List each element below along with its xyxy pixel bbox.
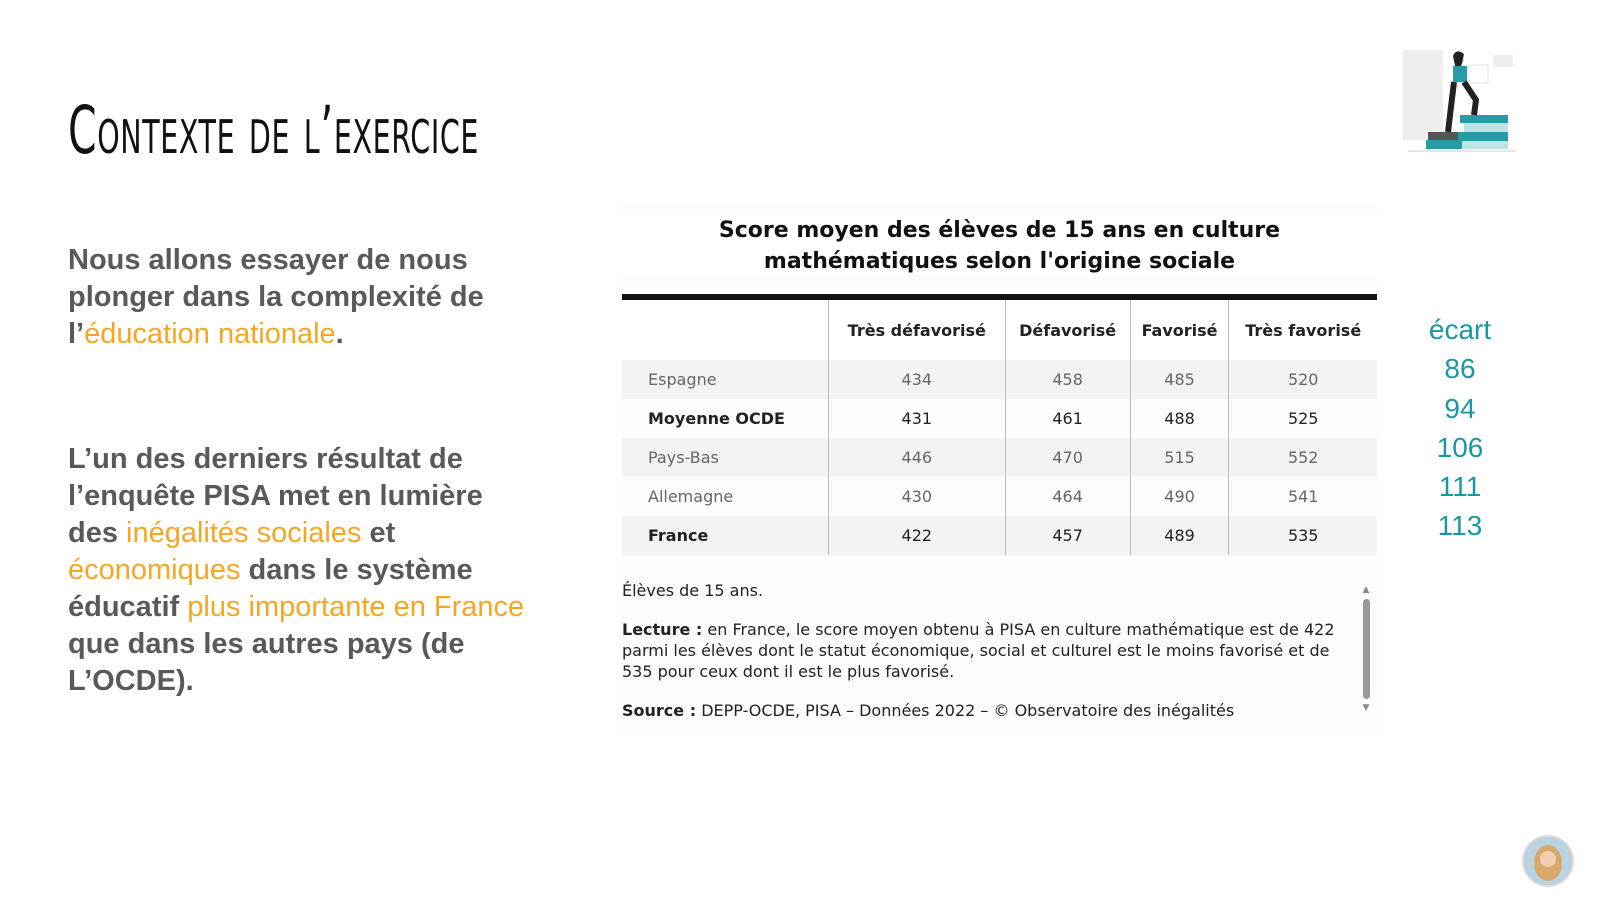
- table-row: Pays-Bas 446 470 515 552: [622, 438, 1377, 477]
- source-label: Source :: [622, 701, 697, 720]
- lecture-label: Lecture :: [622, 620, 703, 639]
- table-header: Très défavorisé Défavorisé Favorisé Très fa…: [622, 300, 1377, 360]
- ecart-value: 106: [1436, 431, 1484, 463]
- score-cell: 446: [828, 438, 1006, 477]
- finding-text: que dans les autres pays (de L’OCDE).: [68, 628, 465, 697]
- scores-table: Très défavorisé Défavorisé Favorisé Très fa…: [622, 300, 1377, 555]
- row-label: Espagne: [622, 360, 829, 399]
- column-header: Très favorisé: [1228, 300, 1377, 360]
- student-on-books-illustration: [1403, 50, 1516, 152]
- score-cell: 541: [1228, 477, 1377, 516]
- row-label: Pays-Bas: [622, 438, 829, 477]
- table-title: Score moyen des élèves de 15 ans en cult…: [622, 215, 1377, 277]
- score-cell: 458: [1004, 360, 1131, 399]
- score-cell: 431: [828, 399, 1006, 438]
- finding-text: et: [361, 517, 396, 549]
- score-cell: 490: [1129, 477, 1229, 516]
- score-cell: 520: [1228, 360, 1377, 399]
- table-row: Espagne 434 458 485 520: [622, 360, 1377, 399]
- ecart-column: écart 86 94 106 111 113: [1410, 310, 1510, 546]
- row-label: Moyenne OCDE: [648, 409, 785, 428]
- ecart-value: 94: [1444, 392, 1476, 424]
- finding-highlight: économiques: [68, 554, 241, 586]
- score-cell: 422: [828, 516, 1006, 555]
- ecart-value: 113: [1437, 510, 1483, 542]
- scroll-up-icon[interactable]: ▲: [1362, 585, 1370, 595]
- finding-text: L’un des derniers résultat de l’enquête …: [68, 443, 483, 549]
- score-cell: 488: [1129, 399, 1229, 438]
- source-text: DEPP-OCDE, PISA – Données 2022 – © Obser…: [696, 701, 1235, 720]
- score-cell: 464: [1004, 477, 1131, 516]
- intro-highlight: éducation nationale: [84, 318, 336, 350]
- ecart-value: 86: [1444, 353, 1476, 385]
- score-cell: 525: [1228, 399, 1377, 438]
- score-cell: 430: [828, 477, 1006, 516]
- score-cell: 461: [1004, 399, 1131, 438]
- intro-text: Nous allons essayer de nous plonger dans…: [68, 244, 484, 350]
- finding-paragraph: L’un des derniers résultat de l’enquête …: [68, 441, 538, 700]
- slide-title: Contexte de l’exercice: [68, 92, 480, 169]
- table-row: Moyenne OCDE 431 461 488 525: [622, 399, 1377, 438]
- intro-text-end: .: [335, 318, 344, 350]
- row-label: France: [622, 516, 829, 555]
- presenter-avatar[interactable]: [1522, 835, 1574, 887]
- ecart-header: écart: [1428, 314, 1492, 345]
- score-cell: 434: [828, 360, 1006, 399]
- finding-highlight: plus importante en France: [187, 591, 525, 623]
- score-cell: 485: [1129, 360, 1229, 399]
- column-header: Favorisé: [1129, 300, 1229, 360]
- intro-paragraph: Nous allons essayer de nous plonger dans…: [68, 242, 538, 353]
- population-note: Élèves de 15 ans.: [622, 581, 764, 600]
- table-notes: Élèves de 15 ans. Lecture : en France, l…: [622, 580, 1357, 739]
- score-cell: 515: [1129, 438, 1229, 477]
- column-header: Très défavorisé: [828, 300, 1006, 360]
- score-cell: 457: [1004, 516, 1131, 555]
- score-cell: 489: [1129, 516, 1229, 555]
- row-label: Allemagne: [648, 487, 734, 506]
- finding-text: dans le système éducatif: [68, 554, 473, 623]
- lecture-text: en France, le score moyen obtenu à PISA …: [622, 620, 1335, 681]
- finding-highlight: inégalités sociales: [126, 517, 362, 549]
- lecture-note: Lecture : en France, le score moyen obte…: [622, 619, 1357, 682]
- pisa-table-panel: Score moyen des élèves de 15 ans en cult…: [622, 205, 1377, 735]
- scroll-down-icon[interactable]: ▼: [1362, 703, 1370, 713]
- title-divider: [622, 294, 1377, 300]
- person-icon: [1524, 837, 1572, 885]
- notes-scrollbar[interactable]: ▲ ▼: [1360, 585, 1372, 725]
- score-cell: 552: [1228, 438, 1377, 477]
- score-cell: 535: [1228, 516, 1377, 555]
- ecart-value: 111: [1438, 471, 1482, 503]
- source-note: Source : DEPP-OCDE, PISA – Données 2022 …: [622, 700, 1357, 721]
- scroll-thumb[interactable]: [1362, 599, 1370, 699]
- column-header: [622, 300, 829, 360]
- table-row: Allemagne 430 464 490 541: [622, 477, 1377, 516]
- column-header: Défavorisé: [1004, 300, 1131, 360]
- score-cell: 470: [1004, 438, 1131, 477]
- table-row: France 422 457 489 535: [622, 516, 1377, 555]
